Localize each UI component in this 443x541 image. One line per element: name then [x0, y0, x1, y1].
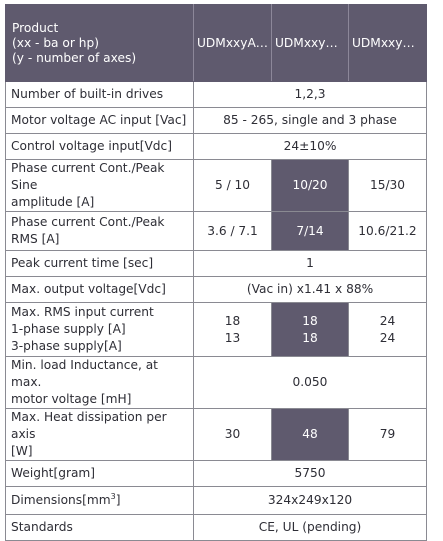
cell-value-line: 13 [224, 330, 241, 345]
row-value: 24±10% [193, 133, 427, 160]
table-row: Phase current Cont./Peak Sine amplitude … [5, 159, 427, 212]
column-header-b: UDMxxyB3... [271, 4, 349, 82]
row-label: Max. RMS input current 1-phase supply [A… [5, 302, 194, 357]
row-label: Phase current Cont./Peak RMS [A] [5, 211, 194, 251]
row-label-line: motor voltage [mH] [11, 392, 132, 406]
column-header-a: UDMxxyA3... [193, 4, 272, 82]
table-row: Control voltage input[Vdc] 24±10% [5, 133, 427, 160]
row-label: Standards [5, 514, 194, 541]
row-label: Max. output voltage[Vdc] [5, 276, 194, 303]
row-label-line: Phase current Cont./Peak Sine [11, 161, 165, 192]
table-row: Phase current Cont./Peak RMS [A] 3.6 / 7… [5, 211, 427, 251]
product-header-line: (xx - ba or hp) [12, 35, 99, 50]
cell-value-line: 24 [379, 313, 396, 328]
cell-value-b: 7/14 [271, 211, 349, 251]
cell-value-a: 5 / 10 [193, 159, 272, 212]
row-label-text: Dimensions[mm [11, 493, 111, 507]
row-value: 5750 [193, 460, 427, 487]
row-label: Peak current time [sec] [5, 250, 194, 277]
row-label: Weight[gram] [5, 460, 194, 487]
table-row: Max. output voltage[Vdc] (Vac in) x1.41 … [5, 276, 427, 303]
row-value: 1 [193, 250, 427, 277]
row-label: Number of built-in drives [5, 81, 194, 108]
cell-value-c: 15/30 [348, 159, 427, 212]
product-header: Product (xx - ba or hp) (y - number of a… [5, 4, 194, 82]
row-label-superscript: 3 [110, 492, 116, 501]
table-row: Max. Heat dissipation per axis [W] 30 48… [5, 408, 427, 461]
cell-value-b: 10/20 [271, 159, 349, 212]
row-label: Control voltage input[Vdc] [5, 133, 194, 160]
cell-value-c: 79 [348, 408, 427, 461]
row-label: Phase current Cont./Peak Sine amplitude … [5, 159, 194, 212]
spec-table-container: Product (xx - ba or hp) (y - number of a… [5, 4, 427, 541]
row-label-line: 3-phase supply[A] [11, 339, 122, 353]
row-value: CE, UL (pending) [193, 514, 427, 541]
table-row: Max. RMS input current 1-phase supply [A… [5, 302, 427, 357]
row-label-line: amplitude [A] [11, 195, 95, 209]
cell-value-c: 24 24 [348, 302, 427, 357]
product-header-line: Product [12, 20, 59, 35]
cell-value-line: 18 [302, 330, 318, 345]
table-row: Standards CE, UL (pending) [5, 514, 427, 541]
row-label-line: Min. load Inductance, at max. [11, 358, 158, 389]
product-header-line: (y - number of axes) [12, 50, 137, 65]
column-header-c: UDMxxyC3... [348, 4, 427, 82]
row-label-line: Max. Heat dissipation per axis [11, 410, 167, 441]
table-row: Dimensions[mm3] 324x249x120 [5, 486, 427, 515]
row-label: Motor voltage AC input [Vac] [5, 107, 194, 134]
cell-value-b: 18 18 [271, 302, 349, 357]
row-value: 85 - 265, single and 3 phase [193, 107, 427, 134]
row-label-line: RMS [A] [11, 232, 60, 246]
row-label-line: 1-phase supply [A] [11, 322, 126, 336]
cell-value-a: 3.6 / 7.1 [193, 211, 272, 251]
cell-value-a: 30 [193, 408, 272, 461]
table-row: Min. load Inductance, at max. motor volt… [5, 356, 427, 409]
row-label-line: Phase current Cont./Peak [11, 215, 165, 229]
row-label-suffix: ] [115, 493, 121, 507]
row-label: Max. Heat dissipation per axis [W] [5, 408, 194, 461]
table-row: Weight[gram] 5750 [5, 460, 427, 487]
row-value: (Vac in) x1.41 x 88% [193, 276, 427, 303]
row-value: 0.050 [193, 356, 427, 409]
row-label: Dimensions[mm3] [5, 486, 194, 515]
cell-value-a: 18 13 [193, 302, 272, 357]
row-value: 1,2,3 [193, 81, 427, 108]
table-row: Number of built-in drives 1,2,3 [5, 81, 427, 108]
table-row: Motor voltage AC input [Vac] 85 - 265, s… [5, 107, 427, 134]
row-value: 324x249x120 [193, 486, 427, 515]
header-row: Product (xx - ba or hp) (y - number of a… [5, 4, 427, 82]
cell-value-line: 18 [224, 313, 241, 328]
specification-table: Product (xx - ba or hp) (y - number of a… [5, 4, 427, 541]
table-row: Peak current time [sec] 1 [5, 250, 427, 277]
cell-value-c: 10.6/21.2 [348, 211, 427, 251]
cell-value-b: 48 [271, 408, 349, 461]
cell-value-line: 24 [379, 330, 396, 345]
row-label-line: Max. RMS input current [11, 305, 154, 319]
row-label: Min. load Inductance, at max. motor volt… [5, 356, 194, 409]
row-label-line: [W] [11, 444, 33, 458]
cell-value-line: 18 [302, 313, 318, 328]
